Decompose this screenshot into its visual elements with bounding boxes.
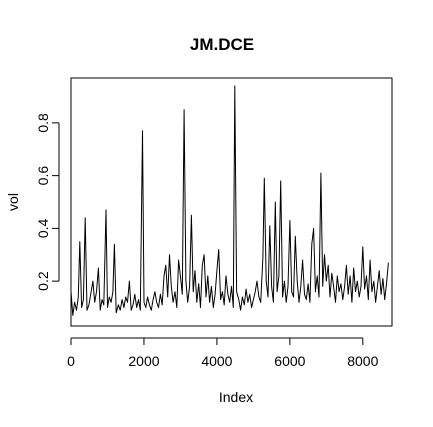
x-tick-label: 4000 xyxy=(201,353,232,369)
x-tick-label: 8000 xyxy=(347,353,378,369)
x-axis-label: Index xyxy=(219,389,253,405)
x-tick-label: 6000 xyxy=(274,353,305,369)
y-tick-label: 0.8 xyxy=(35,113,51,133)
plot-frame xyxy=(70,77,393,327)
y-axis: 0.2 0.4 0.6 0.8 xyxy=(35,113,60,291)
x-tick-label: 0 xyxy=(67,353,75,369)
chart-title: JM.DCE xyxy=(190,35,254,54)
series-layer xyxy=(70,85,389,316)
y-axis-label: vol xyxy=(5,193,21,211)
x-tick-label: 2000 xyxy=(128,353,159,369)
y-tick-label: 0.2 xyxy=(35,271,51,291)
series-line xyxy=(70,85,389,316)
y-tick-label: 0.6 xyxy=(35,166,51,186)
y-tick-label: 0.4 xyxy=(35,218,51,238)
x-axis: 0 2000 4000 6000 8000 xyxy=(67,337,379,369)
